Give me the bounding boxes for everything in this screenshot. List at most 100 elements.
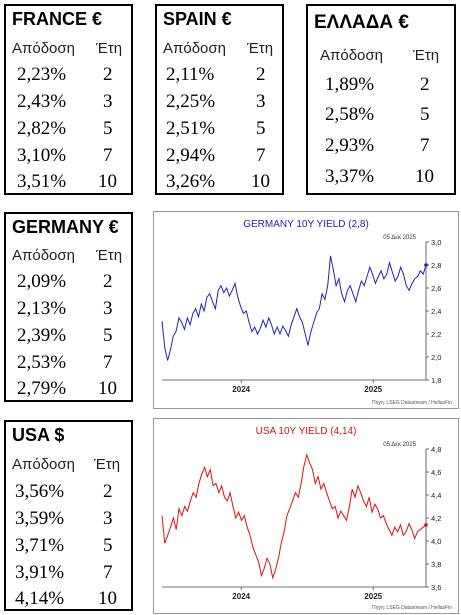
y-tick-label: 2,0 [431,353,441,362]
x-tick-label: 2025 [364,385,382,394]
years-cell: 10 [98,171,117,192]
yield-cell: 2,93% [325,135,375,156]
usa-chart-svg: USA 10Y YIELD (4,14) 05 Δεκ 2025 3,6 3,8 4,0… [161,426,452,611]
chart-source-label: Πηγή: LSEG Datastream / HellasFin [372,399,452,406]
years-cell: 10 [251,171,270,192]
table-greece: ΕΛΛΑΔΑ € Απόδοση Έτη 1,89% 2 2,58% 5 2,9… [306,4,456,195]
years-cell: 5 [256,118,266,139]
table-title: USA $ [12,425,65,445]
yield-cell: 2,58% [325,104,375,125]
y-tick-label: 4,0 [431,537,441,546]
years-cell: 7 [256,145,266,166]
chart-title: GERMANY 10Y YIELD (2,8) [243,219,369,230]
years-cell: 2 [103,481,113,502]
years-cell: 3 [103,298,113,319]
col-header-yield: Απόδοση [12,40,75,57]
col-header-yield: Απόδοση [320,47,383,64]
yield-cell: 3,59% [15,508,65,529]
col-header-years: Έτη [247,40,274,57]
table-usa: USA $ Απόδοση Έτη 3,56% 2 3,59% 3 3,71% … [4,420,133,611]
years-cell: 3 [103,91,113,112]
years-cell: 5 [103,118,113,139]
yield-cell: 4,14% [15,588,65,609]
yield-cell: 3,10% [17,145,67,166]
y-tick-label: 4,2 [431,514,441,523]
yield-cell: 2,79% [17,378,67,399]
years-cell: 2 [420,74,430,95]
years-cell: 5 [103,535,113,556]
years-cell: 3 [103,508,113,529]
col-header-yield: Απόδοση [12,247,75,264]
usa-yield-chart: USA 10Y YIELD (4,14) 05 Δεκ 2025 3,6 3,8 4,0… [153,418,459,614]
table-title: ΕΛΛΑΔΑ € [314,12,409,33]
col-header-years: Έτη [96,40,123,57]
years-cell: 2 [103,64,113,85]
years-cell: 5 [103,325,113,346]
chart-title: USA 10Y YIELD (4,14) [256,426,357,437]
yield-cell: 2,53% [17,352,67,373]
col-header-yield: Απόδοση [12,456,75,473]
table-title: FRANCE € [12,9,103,29]
years-cell: 3 [256,91,266,112]
y-tick-label: 2,2 [431,330,441,339]
series-line [161,255,427,361]
chart-source-label: Πηγή: LSEG Datastream / HellasFin [372,604,452,611]
yield-cell: 3,91% [15,562,65,583]
years-cell: 10 [98,378,117,399]
table-title: SPAIN € [163,9,232,29]
x-tick-label: 2024 [232,385,250,394]
last-point-marker [424,523,428,527]
col-header-years: Έτη [96,247,123,264]
yield-cell: 3,56% [15,481,65,502]
yield-cell: 3,71% [15,535,65,556]
yield-cell: 2,43% [17,91,67,112]
y-tick-label: 3,8 [431,560,441,569]
yield-cell: 3,26% [166,171,216,192]
yield-cell: 2,39% [17,325,67,346]
yield-cell: 2,23% [17,64,67,85]
y-tick-label: 2,8 [431,261,441,270]
years-cell: 5 [420,104,430,125]
years-cell: 2 [103,271,113,292]
yield-cell: 2,13% [17,298,67,319]
germany-yield-chart: GERMANY 10Y YIELD (2,8) 05 Δεκ 2025 1,8 2,0… [153,211,459,409]
series-line [161,452,427,580]
chart-date-label: 05 Δεκ 2025 [383,442,416,448]
years-cell: 10 [98,588,117,609]
yield-cell: 3,51% [17,171,67,192]
y-tick-label: 1,8 [431,376,441,385]
y-tick-label: 3,0 [431,238,441,247]
yield-cell: 2,11% [166,64,215,85]
x-tick-label: 2024 [232,592,250,601]
years-cell: 2 [256,64,266,85]
last-point-marker [424,263,428,267]
y-tick-label: 3,6 [431,583,441,592]
yield-cell: 2,51% [166,118,216,139]
y-tick-label: 4,4 [431,491,441,500]
table-spain: SPAIN € Απόδοση Έτη 2,11% 2 2,25% 3 2,51… [155,4,284,195]
yield-cell: 2,09% [17,271,67,292]
yield-cell: 3,37% [325,166,375,187]
years-cell: 10 [415,166,434,187]
y-tick-label: 2,6 [431,284,441,293]
table-title: GERMANY € [12,217,119,237]
yield-cell: 2,25% [166,91,216,112]
years-cell: 7 [103,145,113,166]
years-cell: 7 [103,562,113,583]
y-tick-label: 4,6 [431,468,441,477]
years-cell: 7 [103,352,113,373]
chart-date-label: 05 Δεκ 2025 [383,235,416,241]
years-cell: 7 [420,135,430,156]
yield-cell: 2,94% [166,145,216,166]
germany-chart-svg: GERMANY 10Y YIELD (2,8) 05 Δεκ 2025 1,8 2,0… [161,219,452,406]
col-header-yield: Απόδοση [163,40,226,57]
y-tick-label: 4,8 [431,445,441,454]
y-tick-label: 2,4 [431,307,441,316]
x-tick-label: 2025 [364,592,382,601]
yield-cell: 1,89% [325,74,375,95]
table-france: FRANCE € Απόδοση Έτη 2,23% 2 2,43% 3 2,8… [4,4,133,195]
table-germany: GERMANY € Απόδοση Έτη 2,09% 2 2,13% 3 2,… [4,212,133,402]
col-header-years: Έτη [94,456,121,473]
yield-cell: 2,82% [17,118,67,139]
col-header-years: Έτη [413,47,440,64]
